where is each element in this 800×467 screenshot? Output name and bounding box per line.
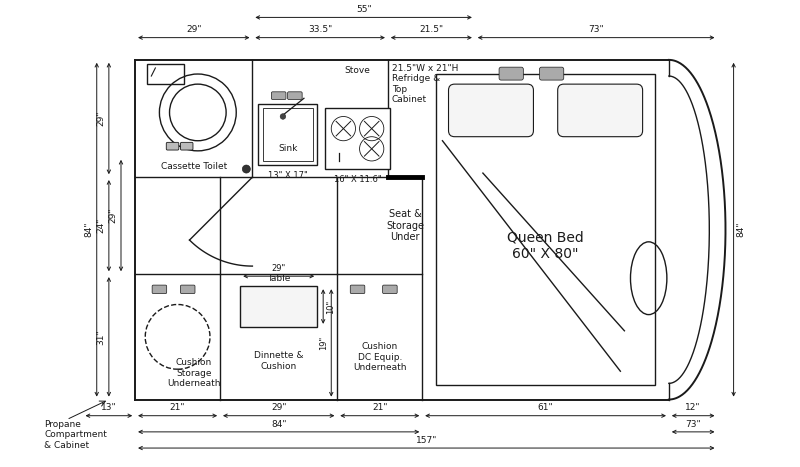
FancyBboxPatch shape: [449, 84, 534, 137]
Text: 29": 29": [186, 25, 202, 35]
Text: 21": 21": [170, 403, 186, 412]
Bar: [258, 104, 317, 165]
Text: 21.5"W x 21"H
Refridge &
Top
Cabinet: 21.5"W x 21"H Refridge & Top Cabinet: [392, 64, 458, 104]
Text: 29": 29": [271, 264, 286, 273]
Text: Propane
Compartment
& Cabinet: Propane Compartment & Cabinet: [44, 420, 107, 450]
Text: 24": 24": [97, 218, 106, 234]
Text: Dinnette &
Cushion: Dinnette & Cushion: [254, 351, 303, 371]
Text: Cushion
Storage
Underneath: Cushion Storage Underneath: [167, 358, 221, 388]
Text: 21": 21": [372, 403, 387, 412]
FancyBboxPatch shape: [181, 142, 193, 150]
Text: 13" X 17": 13" X 17": [268, 171, 308, 180]
Text: Cushion
DC Equip.
Underneath: Cushion DC Equip. Underneath: [353, 342, 406, 372]
Text: 157": 157": [415, 436, 437, 445]
FancyBboxPatch shape: [539, 67, 564, 80]
Text: 16" X 11.6": 16" X 11.6": [334, 175, 382, 184]
FancyBboxPatch shape: [350, 285, 365, 294]
Text: 31": 31": [97, 329, 106, 345]
Text: 19": 19": [319, 336, 328, 350]
Text: 29": 29": [271, 403, 286, 412]
FancyBboxPatch shape: [152, 285, 166, 294]
Text: Seat &
Storage
Under: Seat & Storage Under: [386, 209, 424, 242]
Text: Sink: Sink: [278, 144, 298, 153]
Text: Cassette Toilet: Cassette Toilet: [161, 162, 227, 171]
FancyBboxPatch shape: [558, 84, 642, 137]
Text: 73": 73": [686, 420, 701, 429]
Text: 29": 29": [97, 111, 106, 126]
Bar: [436, 74, 654, 385]
Bar: [147, 64, 184, 84]
FancyBboxPatch shape: [382, 285, 397, 294]
Text: 84": 84": [737, 222, 746, 237]
Text: 13": 13": [101, 403, 117, 412]
Text: 84": 84": [271, 420, 286, 429]
Circle shape: [280, 113, 286, 119]
Text: 84": 84": [85, 222, 94, 237]
Text: Table: Table: [267, 274, 290, 283]
Text: 21.5": 21.5": [419, 25, 443, 35]
Text: Stove: Stove: [345, 66, 370, 75]
Text: 61": 61": [538, 403, 554, 412]
Text: 12": 12": [686, 403, 701, 412]
Circle shape: [242, 165, 250, 173]
Text: 33.5": 33.5": [308, 25, 332, 35]
Bar: [240, 286, 317, 327]
Text: 10": 10": [326, 299, 335, 314]
FancyBboxPatch shape: [499, 67, 523, 80]
Text: Queen Bed
60" X 80": Queen Bed 60" X 80": [507, 231, 584, 261]
Bar: [325, 108, 390, 169]
Text: 55": 55": [356, 5, 371, 14]
FancyBboxPatch shape: [181, 285, 195, 294]
FancyBboxPatch shape: [271, 92, 286, 99]
FancyBboxPatch shape: [166, 142, 179, 150]
Text: 29": 29": [109, 208, 118, 223]
Bar: [262, 108, 313, 161]
Text: 73": 73": [588, 25, 604, 35]
FancyBboxPatch shape: [287, 92, 302, 99]
